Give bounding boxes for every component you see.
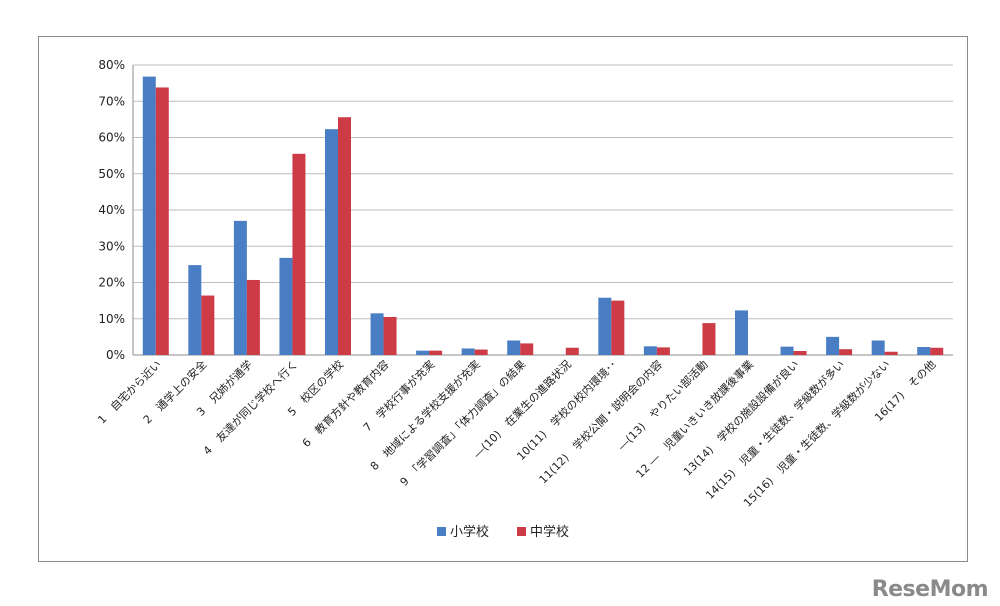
- y-tick-label: 50%: [98, 167, 125, 181]
- bar-junior-high-12: [656, 347, 670, 355]
- bar-elementary-14: [735, 310, 748, 355]
- category-label: 6 教育方針や教育内容: [299, 357, 392, 450]
- bar-elementary-18: [917, 347, 931, 355]
- bar-elementary-9: [507, 340, 521, 355]
- bar-junior-high-16: [839, 349, 853, 355]
- category-label: ―(13) やりたい部活動: [615, 357, 711, 453]
- bar-junior-high-13: [702, 323, 716, 355]
- bar-junior-high-17: [884, 351, 898, 355]
- bar-junior-high-1: [155, 87, 169, 355]
- bar-elementary-11: [598, 297, 612, 355]
- bar-elementary-5: [325, 129, 338, 355]
- chart-frame: 0% 10% 20% 30% 40% 50% 60% 70% 80% 1 自宅から近い 2 通学上…: [38, 36, 968, 562]
- y-tick-label: 80%: [98, 58, 125, 72]
- y-tick-label: 60%: [98, 131, 125, 145]
- bar-junior-high-7: [429, 350, 443, 355]
- bar-elementary-8: [461, 348, 475, 355]
- bar-junior-high-10: [565, 347, 579, 355]
- bar-elementary-12: [643, 346, 657, 355]
- bar-elementary-16: [826, 336, 840, 355]
- legend-label-elementary: 小学校: [450, 524, 489, 540]
- bar-elementary-15: [780, 346, 794, 355]
- y-tick-label: 10%: [98, 312, 125, 326]
- bar-elementary-17: [871, 340, 885, 355]
- bar-elementary-1: [142, 76, 156, 355]
- y-tick-label: 0%: [106, 348, 125, 362]
- legend-label-junior-high: 中学校: [530, 524, 569, 540]
- bar-junior-high-6: [383, 316, 397, 355]
- legend: 小学校 中学校: [437, 524, 569, 540]
- bar-elementary-2: [188, 265, 202, 355]
- y-tick-label: 40%: [98, 203, 125, 217]
- bar-junior-high-15: [793, 351, 807, 355]
- bar-elementary-3: [233, 220, 247, 355]
- category-label: 4 友達が同じ学校へ行く: [200, 357, 300, 457]
- bar-junior-high-3: [246, 279, 260, 355]
- bar-junior-high-11: [611, 300, 625, 355]
- resemom-logo: ReseMom: [871, 577, 989, 602]
- bar-junior-high-8: [474, 349, 488, 355]
- bar-junior-high-4: [292, 153, 306, 355]
- grid-lines: [132, 64, 953, 356]
- y-axis-ticks: 0% 10% 20% 30% 40% 50% 60% 70% 80%: [98, 58, 125, 362]
- bar-elementary-7: [416, 350, 430, 355]
- bar-elementary-6: [370, 313, 384, 355]
- bar-junior-high-2: [201, 295, 215, 355]
- y-tick-label: 30%: [98, 239, 125, 253]
- bar-junior-high-5: [338, 117, 351, 355]
- y-tick-label: 70%: [98, 94, 125, 108]
- bars: [142, 76, 944, 355]
- bar-junior-high-18: [930, 347, 944, 355]
- legend-swatch-junior-high: [517, 527, 526, 536]
- bar-elementary-4: [279, 257, 293, 355]
- bar-junior-high-9: [520, 343, 534, 355]
- y-tick-label: 20%: [98, 276, 125, 290]
- legend-swatch-elementary: [437, 527, 446, 536]
